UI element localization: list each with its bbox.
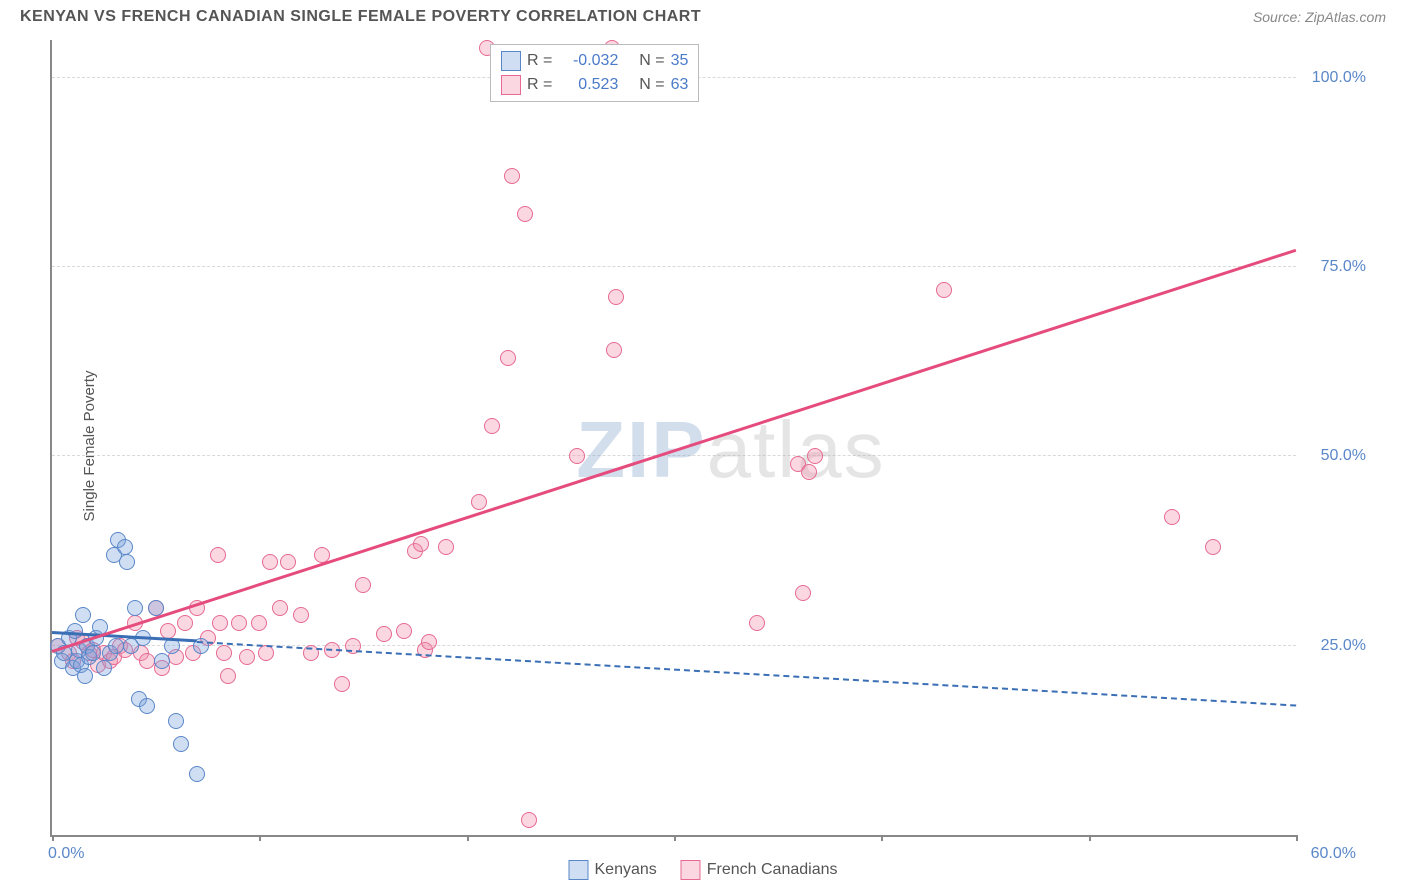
legend-bottom-label: French Canadians <box>707 861 838 879</box>
data-point <box>413 536 429 552</box>
xtick <box>52 835 54 841</box>
data-point <box>173 736 189 752</box>
data-point <box>484 418 500 434</box>
data-point <box>438 539 454 555</box>
swatch-icon <box>501 51 521 71</box>
data-point <box>231 615 247 631</box>
xtick-label: 60.0% <box>1311 845 1356 863</box>
data-point <box>355 577 371 593</box>
data-point <box>606 342 622 358</box>
n-value: 35 <box>671 49 689 73</box>
data-point <box>1164 509 1180 525</box>
gridline <box>52 455 1296 456</box>
gridline <box>52 266 1296 267</box>
data-point <box>127 600 143 616</box>
data-point <box>569 448 585 464</box>
data-point <box>795 585 811 601</box>
r-label: R = <box>527 49 552 73</box>
data-point <box>936 282 952 298</box>
xtick-label: 0.0% <box>48 845 84 863</box>
ytick-label: 50.0% <box>1321 447 1366 465</box>
data-point <box>521 812 537 828</box>
data-point <box>801 464 817 480</box>
xtick <box>881 835 883 841</box>
data-point <box>117 539 133 555</box>
trend-line <box>52 249 1297 653</box>
source-prefix: Source: <box>1253 9 1305 25</box>
data-point <box>1205 539 1221 555</box>
xtick <box>259 835 261 841</box>
data-point <box>77 668 93 684</box>
data-point <box>500 350 516 366</box>
r-value: 0.523 <box>558 73 618 97</box>
trend-line <box>197 641 1296 707</box>
legend-bottom-item: Kenyans <box>568 860 656 880</box>
swatch-icon <box>681 860 701 880</box>
data-point <box>67 623 83 639</box>
data-point <box>251 615 267 631</box>
swatch-icon <box>501 75 521 95</box>
n-label: N = <box>639 49 664 73</box>
data-point <box>85 645 101 661</box>
xtick <box>1089 835 1091 841</box>
data-point <box>504 168 520 184</box>
data-point <box>293 607 309 623</box>
ytick-label: 100.0% <box>1312 69 1366 87</box>
source-attribution: Source: ZipAtlas.com <box>1253 9 1386 25</box>
data-point <box>154 653 170 669</box>
data-point <box>210 547 226 563</box>
data-point <box>96 660 112 676</box>
data-point <box>258 645 274 661</box>
data-point <box>608 289 624 305</box>
data-point <box>471 494 487 510</box>
data-point <box>807 448 823 464</box>
data-point <box>280 554 296 570</box>
data-point <box>239 649 255 665</box>
data-point <box>75 607 91 623</box>
n-value: 63 <box>671 73 689 97</box>
data-point <box>396 623 412 639</box>
data-point <box>334 676 350 692</box>
data-point <box>262 554 278 570</box>
data-point <box>189 766 205 782</box>
source-name: ZipAtlas.com <box>1305 9 1386 25</box>
data-point <box>168 713 184 729</box>
n-label: N = <box>639 73 664 97</box>
data-point <box>212 615 228 631</box>
legend-bottom-label: Kenyans <box>594 861 656 879</box>
chart-header: KENYAN VS FRENCH CANADIAN SINGLE FEMALE … <box>0 0 1406 30</box>
data-point <box>220 668 236 684</box>
data-point <box>139 698 155 714</box>
swatch-icon <box>568 860 588 880</box>
r-value: -0.032 <box>558 49 618 73</box>
ytick-label: 25.0% <box>1321 637 1366 655</box>
data-point <box>421 634 437 650</box>
xtick <box>467 835 469 841</box>
data-point <box>216 645 232 661</box>
data-point <box>749 615 765 631</box>
data-point <box>517 206 533 222</box>
legend-bottom: Kenyans French Canadians <box>568 860 837 880</box>
data-point <box>177 615 193 631</box>
legend-top-row: R =-0.032 N = 35 <box>501 49 688 73</box>
data-point <box>376 626 392 642</box>
ytick-label: 75.0% <box>1321 258 1366 276</box>
chart-title: KENYAN VS FRENCH CANADIAN SINGLE FEMALE … <box>20 8 701 26</box>
r-label: R = <box>527 73 552 97</box>
legend-bottom-item: French Canadians <box>681 860 838 880</box>
xtick <box>1296 835 1298 841</box>
data-point <box>272 600 288 616</box>
plot-area: 25.0%50.0%75.0%100.0%0.0%60.0%ZIPatlasR … <box>50 40 1296 837</box>
data-point <box>160 623 176 639</box>
data-point <box>119 554 135 570</box>
watermark: ZIPatlas <box>576 404 885 496</box>
xtick <box>674 835 676 841</box>
legend-top: R =-0.032 N = 35 R =0.523 N = 63 <box>490 44 699 102</box>
legend-top-row: R =0.523 N = 63 <box>501 73 688 97</box>
